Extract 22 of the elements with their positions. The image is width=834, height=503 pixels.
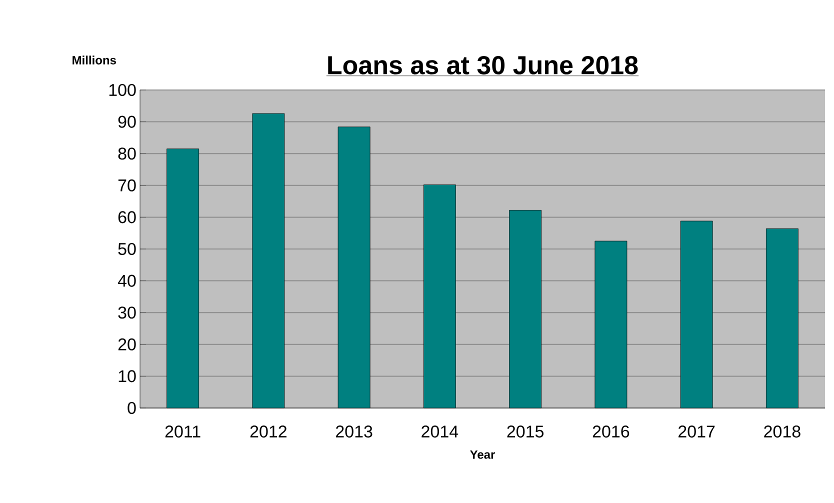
x-tick-label: 2015 <box>507 426 544 438</box>
y-tick-label: 50 <box>118 242 136 256</box>
x-tick-label: 2017 <box>678 426 715 438</box>
y-tick-label: 80 <box>118 148 136 160</box>
y-tick-label: 30 <box>118 306 136 319</box>
chart-title: Loans as at 30 June 2018 <box>328 56 638 74</box>
x-tick-label: 2012 <box>250 426 286 438</box>
y-tick-label: 40 <box>118 274 136 287</box>
y-tick-label: 100 <box>109 84 136 96</box>
x-tick-label: 2018 <box>764 426 800 438</box>
y-axis-title: Millions <box>72 56 116 64</box>
x-tick-label: 2013 <box>336 426 372 438</box>
x-axis-title: Year <box>470 450 495 459</box>
y-tick-label: 20 <box>118 338 136 350</box>
y-tick-label: 90 <box>118 116 136 128</box>
y-tick-label: 10 <box>118 370 136 382</box>
x-tick-label: 2014 <box>422 426 458 438</box>
y-tick-label: 0 <box>128 402 136 414</box>
x-tick-label: 2016 <box>592 426 630 438</box>
y-tick-label: 60 <box>118 211 136 224</box>
y-tick-label: 70 <box>118 179 136 192</box>
x-tick-label: 2011 <box>165 426 200 438</box>
